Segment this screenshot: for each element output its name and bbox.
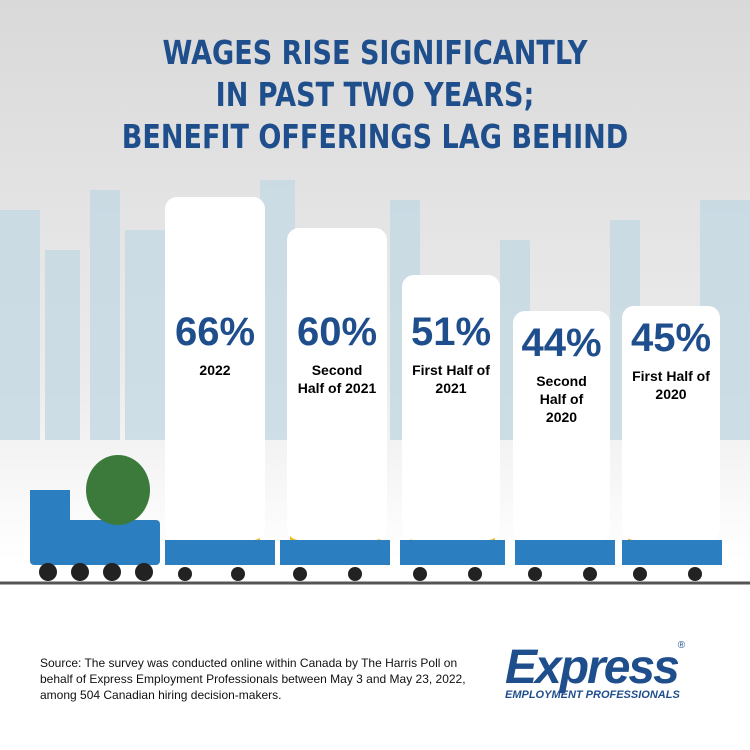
value-label: 51% <box>410 309 492 354</box>
bar: 60% Second Half of 2021 <box>287 228 387 540</box>
category-label: Second Half of 2021 <box>297 362 377 396</box>
logo-mark: ® <box>677 640 686 651</box>
category-label: First Half of 2021 <box>412 361 490 396</box>
bar: 51% First Half of 2021 <box>402 274 500 540</box>
category-label: First Half of 2020 <box>632 368 710 402</box>
title: WAGES RISE SIGNIFICANTLY IN PAST TWO YEA… <box>68 32 683 158</box>
category-label: 2022 <box>199 361 231 378</box>
value-label: 60% <box>296 310 378 354</box>
value-label: 44% <box>521 321 602 366</box>
value-label: 45% <box>630 316 712 360</box>
title-line: IN PAST TWO YEARS; <box>215 75 535 114</box>
bar: 66% 2022 <box>165 196 265 540</box>
category-label: Second Half of 2020 <box>536 373 587 426</box>
title-line: WAGES RISE SIGNIFICANTLY <box>162 33 588 72</box>
title-line: BENEFIT OFFERINGS LAG BEHIND <box>121 117 629 156</box>
value-label: 66% <box>174 309 256 354</box>
bar: 44% Second Half of 2020 <box>513 311 610 540</box>
logo-name: Express <box>505 641 680 694</box>
bar: 45% First Half of 2020 <box>622 306 720 540</box>
source: Source: The survey was conducted online … <box>40 656 466 702</box>
logo: Express® EMPLOYMENT PROFESSIONALS <box>505 640 715 701</box>
logo-tagline: EMPLOYMENT PROFESSIONALS <box>505 689 680 701</box>
